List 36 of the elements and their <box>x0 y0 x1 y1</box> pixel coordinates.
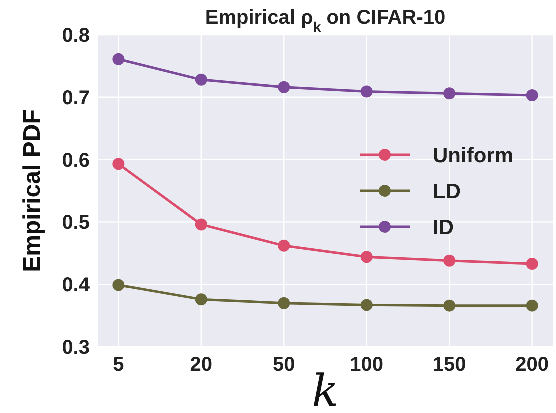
x-tick-label: 200 <box>516 354 550 376</box>
point <box>360 251 373 264</box>
point <box>112 158 125 170</box>
point <box>112 53 125 66</box>
point <box>195 294 208 306</box>
chart-title: Empirical ρ$_{k}$ on CIFAR-10 <box>205 7 446 35</box>
x-tick-label: 50 <box>273 354 296 376</box>
x-axis-title: k <box>312 366 339 413</box>
point <box>444 300 456 312</box>
point <box>526 90 538 102</box>
legend-label: Uniform <box>433 144 514 168</box>
point <box>360 86 373 98</box>
point <box>360 299 373 312</box>
point <box>278 81 290 94</box>
legend-label: ID <box>433 216 454 240</box>
y-tick-label: 0.6 <box>62 150 90 172</box>
x-tick-label: 20 <box>190 354 213 376</box>
y-tick-label: 0.7 <box>62 87 90 110</box>
x-tick-label: 100 <box>350 354 384 376</box>
legend-label: LD <box>433 180 461 204</box>
point <box>444 88 456 100</box>
point <box>278 297 290 310</box>
y-tick-label: 0.3 <box>62 337 90 359</box>
point <box>526 300 538 312</box>
point <box>195 74 208 86</box>
y-tick-label: 0.5 <box>62 212 90 234</box>
x-tick-label: 150 <box>432 354 466 376</box>
point <box>278 240 290 252</box>
point <box>112 279 125 292</box>
point <box>195 218 208 231</box>
y-tick-label: 0.8 <box>62 25 90 47</box>
y-tick-label: 0.4 <box>62 274 91 297</box>
y-axis-title: Empirical PDF <box>19 110 46 272</box>
x-tick-label: 5 <box>113 354 124 376</box>
point <box>526 258 538 270</box>
point <box>444 254 456 267</box>
